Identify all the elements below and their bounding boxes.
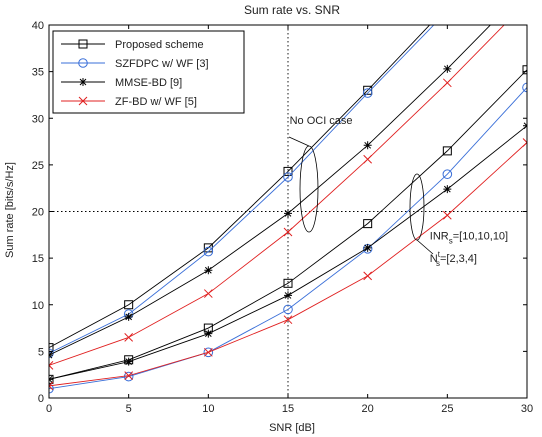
data-point: [283, 304, 293, 315]
data-point: [443, 64, 452, 73]
x-tick-label: 0: [46, 403, 52, 415]
x-tick-label: 25: [441, 403, 453, 415]
series-4: [49, 0, 531, 370]
legend: Proposed scheme SZFDPC w/ WF [3] MMSE-BD […: [52, 30, 245, 114]
no-oci-ellipse: [299, 145, 319, 233]
legend-label: Proposed scheme: [115, 39, 204, 51]
data-point: [442, 78, 452, 88]
data-point: [284, 291, 292, 300]
data-point: [124, 333, 134, 342]
data-point: [442, 169, 453, 179]
data-point: [442, 146, 452, 156]
series-6: [49, 82, 527, 394]
data-point: [363, 219, 373, 229]
data-point: [203, 347, 214, 358]
data-point: [522, 138, 527, 147]
axes: 0 5 10 15 20 25 30 0 5 10 15 20 25 30 35 40: [32, 20, 533, 415]
y-tick-label: 0: [38, 393, 44, 405]
legend-entry: SZFDPC w/ WF [3]: [61, 58, 209, 70]
legend-label: ZF-BD w/ WF [5]: [115, 96, 197, 108]
series-line: [49, 25, 431, 349]
data-point: [204, 266, 213, 275]
data-point: [443, 185, 452, 194]
data-point: [363, 243, 372, 252]
legend-label: MMSE-BD [9]: [115, 77, 182, 89]
series-7: [49, 121, 527, 384]
data-point: [283, 227, 293, 237]
data-point: [522, 82, 527, 93]
y-tick-label: 30: [32, 113, 44, 125]
data-point: [203, 289, 213, 298]
data-point: [204, 329, 213, 338]
y-tick-label: 15: [32, 253, 44, 265]
data-point: [443, 2, 451, 10]
x-tick-label: 10: [202, 403, 214, 415]
y-tick-label: 10: [32, 300, 44, 312]
y-tick-label: 25: [32, 160, 44, 172]
legend-marker: [78, 58, 88, 68]
data-point: [362, 88, 373, 98]
chart-title: Sum rate vs. SNR: [244, 3, 340, 17]
data-point: [283, 172, 293, 182]
y-tick-label: 35: [32, 67, 44, 79]
y-tick-label: 5: [38, 346, 44, 358]
no-oci-pointer: [288, 136, 310, 147]
data-point: [283, 278, 293, 288]
series-1: [49, 2, 451, 353]
data-point: [443, 7, 452, 16]
data-point: [363, 271, 373, 281]
x-tick-label: 5: [126, 403, 132, 415]
annotation-3: Nt s=[2,3,4]: [430, 250, 477, 268]
oci-pointer: [416, 239, 434, 255]
series-8: [49, 138, 527, 391]
series-3: [49, 25, 492, 360]
legend-entry: ZF-BD w/ WF [5]: [61, 96, 197, 108]
x-tick-label: 15: [282, 403, 294, 415]
legend-marker: [78, 96, 88, 106]
annotation-1: No OCI case: [290, 115, 353, 127]
data-point: [522, 65, 527, 75]
data-point: [124, 300, 134, 310]
data-point: [49, 361, 54, 370]
data-point: [49, 343, 54, 353]
data-point: [363, 85, 373, 95]
series-group: [49, 0, 531, 394]
y-tick-label: 20: [32, 207, 44, 219]
series-line: [49, 87, 527, 390]
legend-label: SZFDPC w/ WF [3]: [115, 58, 209, 70]
data-point: [203, 347, 213, 357]
annotation-2: INRs=[10,10,10]: [430, 230, 508, 245]
data-point: [124, 312, 133, 321]
legend-entry: MMSE-BD [9]: [61, 77, 182, 89]
data-point: [283, 166, 293, 176]
annotations-group: No OCI case INRs=[10,10,10] Nt s=[2,3,4]: [288, 115, 508, 268]
y-axis-label: Sum rate [bits/s/Hz]: [4, 162, 16, 258]
data-point: [124, 371, 134, 380]
data-point: [283, 315, 293, 325]
y-tick-label: 40: [32, 20, 44, 32]
legend-marker: [78, 39, 88, 49]
data-point: [523, 0, 531, 6]
x-tick-label: 30: [521, 403, 533, 415]
data-point: [363, 154, 373, 164]
series-line: [49, 69, 527, 380]
data-point: [49, 381, 54, 391]
data-point: [124, 357, 133, 366]
data-point: [284, 209, 292, 218]
legend-marker: [79, 78, 87, 86]
data-point: [203, 246, 214, 257]
x-tick-label: 20: [362, 403, 374, 415]
data-point: [442, 210, 452, 220]
data-point: [363, 141, 372, 150]
x-axis-label: SNR [dB]: [269, 422, 315, 434]
legend-entry: Proposed scheme: [61, 39, 204, 51]
